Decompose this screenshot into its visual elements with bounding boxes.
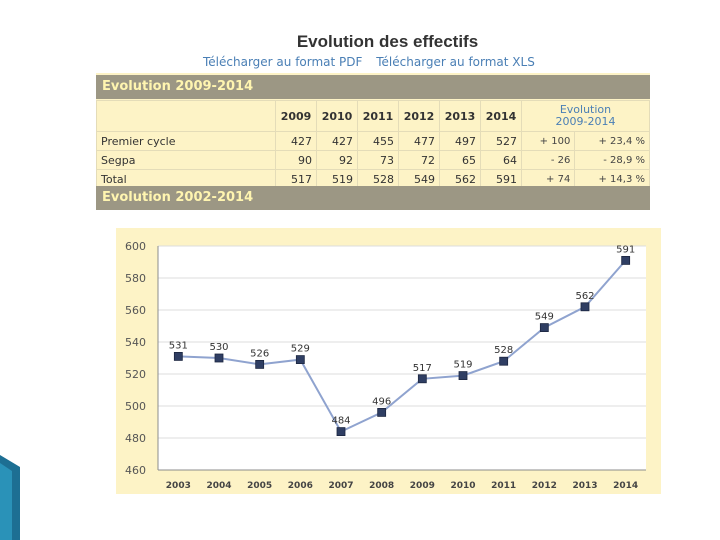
- year-header: 2010: [316, 100, 358, 132]
- year-header: 2011: [357, 100, 399, 132]
- table-row: Premier cycle 427 427 455 477 497 527 + …: [96, 131, 650, 151]
- data-label: 528: [494, 345, 513, 356]
- year-header: 2014: [480, 100, 522, 132]
- delta-percent: + 23,4 %: [574, 131, 650, 151]
- side-accent-decoration: [0, 455, 20, 540]
- download-links: Télécharger au format PDF Télécharger au…: [203, 55, 545, 69]
- cell-value: 92: [316, 150, 358, 170]
- data-point-marker: [377, 407, 387, 417]
- cell-value: 527: [480, 131, 522, 151]
- band-evolution-2009-2014: Evolution 2009-2014: [96, 75, 650, 99]
- data-point-marker: [580, 302, 590, 312]
- table-row: Segpa 90 92 73 72 65 64 - 26 - 28,9 %: [96, 150, 650, 170]
- data-label: 549: [535, 312, 554, 323]
- data-point-marker: [336, 427, 346, 437]
- x-tick-label: 2006: [288, 481, 313, 491]
- table-header-row: 2009 2010 2011 2012 2013 2014 Evolution …: [96, 100, 650, 132]
- cell-value: 477: [398, 131, 440, 151]
- y-tick-label: 580: [125, 272, 146, 285]
- x-tick-label: 2007: [328, 481, 353, 491]
- data-point-marker: [417, 374, 427, 384]
- data-label: 530: [209, 342, 228, 353]
- x-tick-label: 2005: [247, 481, 272, 491]
- cell-value: 455: [357, 131, 399, 151]
- cell-value: 90: [275, 150, 317, 170]
- data-label: 496: [372, 396, 391, 407]
- x-tick-label: 2003: [166, 481, 191, 491]
- evolution-header-line1: Evolution: [559, 103, 612, 116]
- evolution-header-line2: 2009-2014: [555, 115, 616, 128]
- data-label: 517: [413, 363, 432, 374]
- cell-value: 427: [316, 131, 358, 151]
- year-header: 2012: [398, 100, 440, 132]
- x-tick-label: 2009: [410, 481, 435, 491]
- data-point-marker: [255, 359, 265, 369]
- x-tick-label: 2013: [572, 481, 597, 491]
- y-tick-label: 500: [125, 400, 146, 413]
- data-label: 519: [453, 360, 472, 371]
- y-tick-label: 560: [125, 304, 146, 317]
- data-label: 591: [616, 244, 635, 255]
- x-tick-label: 2004: [206, 481, 231, 491]
- table-corner-cell: [96, 100, 276, 132]
- row-label: Segpa: [96, 150, 276, 170]
- data-label: 562: [575, 291, 594, 302]
- year-header: 2013: [439, 100, 481, 132]
- y-tick-label: 540: [125, 336, 146, 349]
- download-xls-link[interactable]: Télécharger au format XLS: [376, 55, 535, 69]
- y-tick-label: 460: [125, 464, 146, 477]
- data-point-marker: [173, 352, 183, 361]
- page-title: Evolution des effectifs: [296, 32, 479, 51]
- delta-percent: - 28,9 %: [574, 150, 650, 170]
- band-evolution-2002-2014: Evolution 2002-2014: [96, 186, 650, 210]
- x-tick-label: 2008: [369, 481, 394, 491]
- series-line-total: [178, 259, 627, 433]
- y-tick-label: 480: [125, 432, 146, 445]
- y-tick-label: 600: [125, 240, 146, 253]
- row-label: Premier cycle: [96, 131, 276, 151]
- data-label: 531: [169, 340, 188, 351]
- cell-value: 64: [480, 150, 522, 170]
- enrollment-line-chart: 460 480 500 520 540 560 580 600 2003 2004 2005 2006…: [125, 240, 646, 491]
- x-tick-label: 2011: [491, 481, 516, 491]
- data-point-marker: [621, 255, 631, 265]
- cell-value: 528: [357, 169, 399, 189]
- data-point-marker: [295, 355, 305, 364]
- data-label: 484: [331, 416, 350, 427]
- x-tick-label: 2012: [532, 481, 557, 491]
- x-tick-label: 2014: [613, 481, 638, 491]
- x-tick-label: 2010: [450, 481, 475, 491]
- data-point-marker: [214, 353, 224, 363]
- data-point-marker: [458, 371, 468, 381]
- data-label: 526: [250, 348, 269, 359]
- cell-value: 427: [275, 131, 317, 151]
- evolution-header: Evolution 2009-2014: [521, 100, 650, 132]
- cell-value: 497: [439, 131, 481, 151]
- y-tick-label: 520: [125, 368, 146, 381]
- cell-value: 72: [398, 150, 440, 170]
- delta-value: + 100: [520, 131, 576, 151]
- enrollment-table: 2009 2010 2011 2012 2013 2014 Evolution …: [96, 100, 650, 189]
- year-header: 2009: [275, 100, 317, 132]
- delta-value: - 26: [520, 150, 576, 170]
- cell-value: 73: [357, 150, 399, 170]
- chart-panel: 460 480 500 520 540 560 580 600 2003 2004 2005 2006…: [116, 228, 661, 494]
- data-label: 529: [291, 344, 310, 355]
- download-pdf-link[interactable]: Télécharger au format PDF: [203, 55, 363, 69]
- data-point-marker: [499, 356, 509, 366]
- cell-value: 65: [439, 150, 481, 170]
- data-point-marker: [539, 323, 549, 332]
- table-row: Total 517 519 528 549 562 591 + 74 + 14,…: [96, 169, 650, 189]
- plot-area: [158, 246, 646, 470]
